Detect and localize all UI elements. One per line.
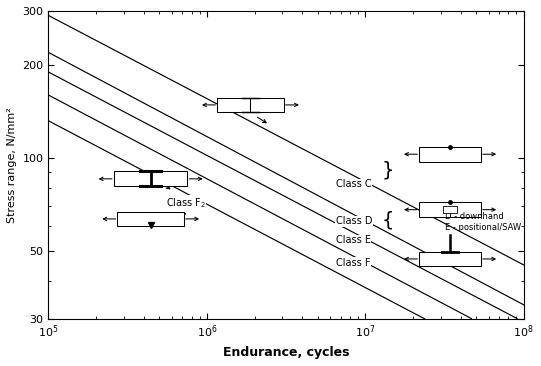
Bar — [419, 251, 481, 266]
Text: }: } — [381, 160, 394, 179]
X-axis label: Endurance, cycles: Endurance, cycles — [223, 346, 349, 359]
Text: Class D: Class D — [335, 216, 372, 226]
Text: Class C: Class C — [335, 179, 371, 190]
Text: D - downhand
E - positional/SAW: D - downhand E - positional/SAW — [445, 212, 522, 232]
Bar — [117, 212, 184, 226]
Bar — [444, 206, 457, 213]
Bar — [114, 171, 188, 186]
Y-axis label: Stress range, N/mm²: Stress range, N/mm² — [7, 107, 17, 223]
Bar — [419, 202, 481, 217]
Bar — [419, 147, 481, 162]
Text: Class E: Class E — [335, 235, 371, 246]
Text: {: { — [381, 211, 393, 230]
Text: Class F: Class F — [335, 258, 370, 268]
Bar — [217, 97, 283, 112]
Text: Class F$_2$: Class F$_2$ — [166, 196, 206, 210]
